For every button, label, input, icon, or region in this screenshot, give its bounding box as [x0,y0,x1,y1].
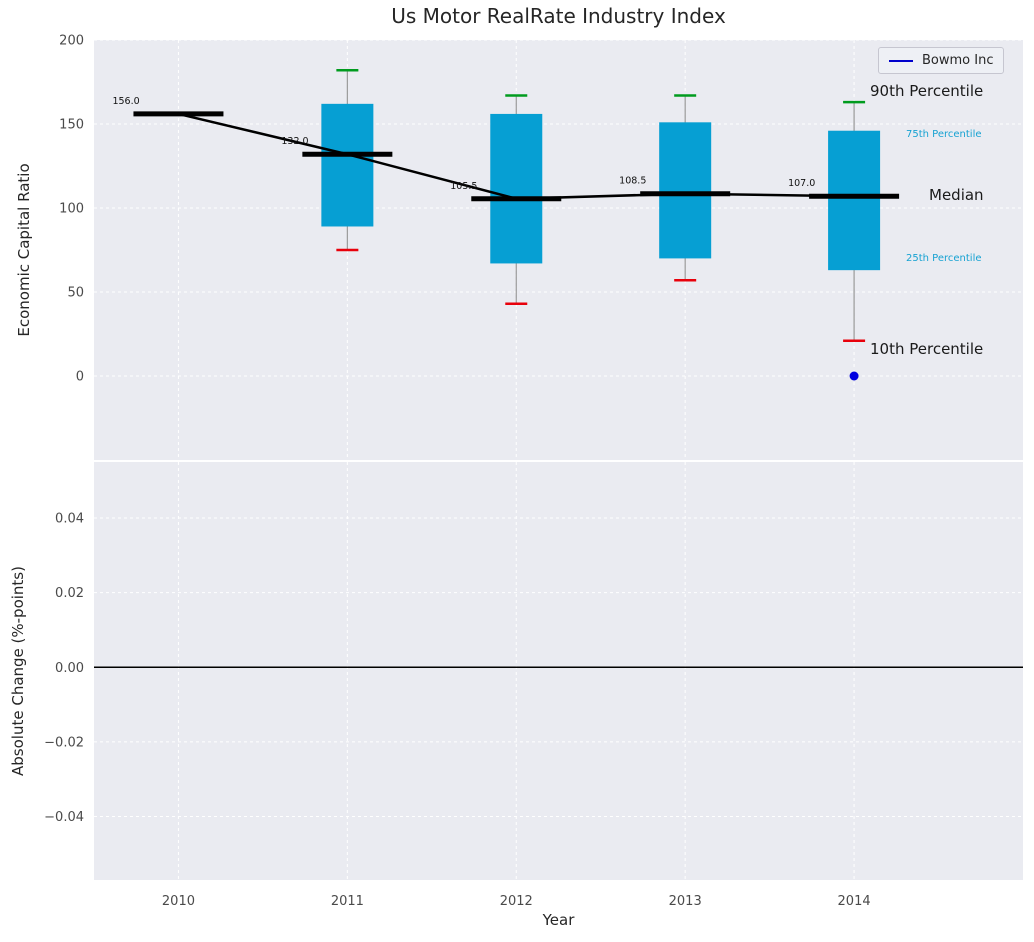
median-value-label: 132.0 [281,136,308,147]
iqr-box [321,103,374,227]
y-tick-bottom: 0.02 [55,586,84,601]
y-axis-label-top: Economic Capital Ratio [15,163,33,337]
x-tick: 2014 [838,894,871,909]
annotation-median: Median [929,186,984,204]
annotation-10th-percentile: 10th Percentile [870,340,984,358]
median-value-label: 107.0 [788,178,815,189]
y-tick-bottom: 0.04 [55,511,84,526]
y-tick-top: 50 [67,286,84,301]
legend: Bowmo Inc [878,47,1005,74]
median-value-label: 156.0 [112,96,139,107]
iqr-box [828,130,881,271]
x-axis-label: Year [542,911,575,929]
y-tick-top: 100 [59,202,84,217]
annotation-90th-percentile: 90th Percentile [870,82,984,100]
x-tick: 2011 [331,894,364,909]
y-tick-top: 150 [59,118,84,133]
company-point [849,371,859,381]
y-tick-bottom: −0.02 [44,735,84,750]
chart-title: Us Motor RealRate Industry Index [391,4,726,28]
x-tick: 2012 [500,894,533,909]
iqr-box [659,122,712,259]
median-value-label: 108.5 [619,176,646,187]
iqr-box [490,113,543,264]
y-axis-label-bottom: Absolute Change (%-points) [9,566,27,776]
legend-line-sample [889,59,913,62]
x-tick: 2013 [669,894,702,909]
y-tick-top: 0 [76,370,84,385]
y-tick-top: 200 [59,34,84,49]
x-tick: 2010 [162,894,195,909]
legend-label: Bowmo Inc [922,53,994,68]
y-tick-bottom: −0.04 [44,810,84,825]
median-value-label: 105.5 [450,181,477,192]
annotation-25th-percentile: 25th Percentile [906,253,982,264]
annotation-75th-percentile: 75th Percentile [906,129,982,140]
y-tick-bottom: 0.00 [55,661,84,676]
